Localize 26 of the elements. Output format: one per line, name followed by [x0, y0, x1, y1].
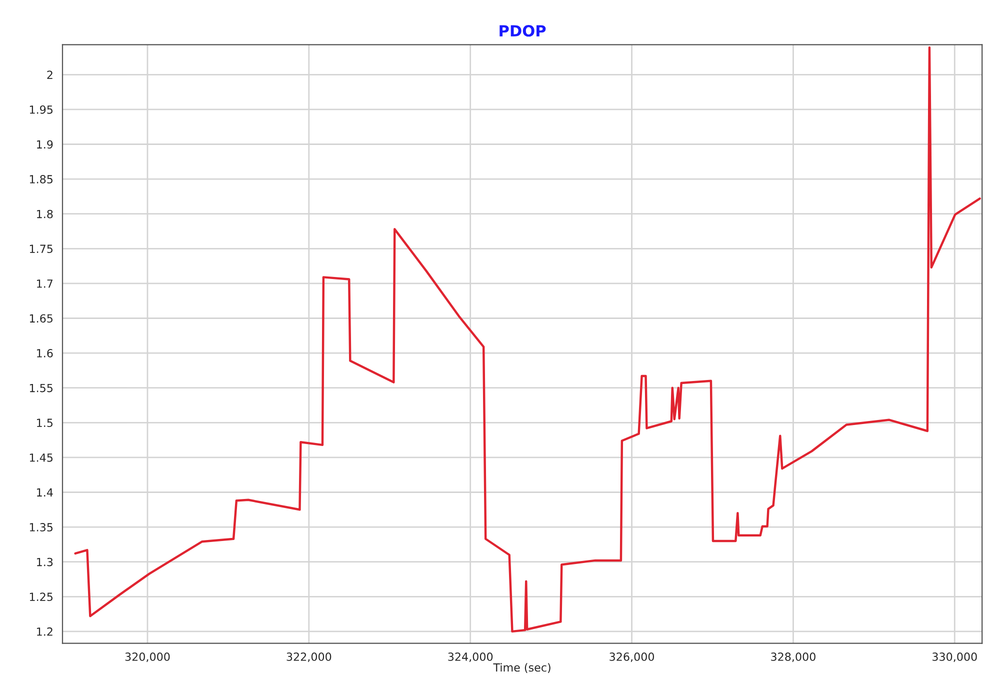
y-tick-label: 1.35: [30, 523, 52, 532]
y-tick-label: 1.2: [37, 627, 52, 636]
y-tick-label: 1.3: [37, 558, 53, 566]
y-tick-label: 1.95: [30, 105, 52, 114]
x-tick-label: 328,000: [771, 652, 816, 662]
y-tick-label: 1.9: [37, 140, 53, 149]
x-tick-label: 322,000: [286, 652, 332, 662]
y-tick-label: 1.4: [37, 488, 53, 496]
line-series: [74, 46, 981, 633]
y-tick-label: 2: [47, 70, 52, 79]
x-tick-label: 324,000: [448, 652, 493, 662]
x-tick-label: 320,000: [125, 652, 170, 662]
y-tick-label: 1.25: [30, 592, 52, 602]
y-tick-label: 1.8: [37, 210, 53, 218]
y-tick-label: 1.65: [30, 314, 52, 323]
y-tick-label: 1.6: [37, 349, 53, 358]
y-tick-label: 1.5: [37, 418, 52, 428]
y-tick-label: 1.55: [30, 384, 52, 392]
y-tick-label: 1.85: [30, 175, 52, 184]
x-tick-label: 330,000: [932, 652, 977, 662]
y-tick-label: 1.75: [30, 244, 52, 254]
y-tick-label: 1.45: [30, 454, 52, 462]
x-tick-label: 326,000: [610, 652, 654, 662]
y-tick-label: 1.7: [37, 280, 53, 288]
x-axis-title: Time (sec): [493, 663, 550, 673]
chart-title: PDOP: [500, 25, 546, 37]
